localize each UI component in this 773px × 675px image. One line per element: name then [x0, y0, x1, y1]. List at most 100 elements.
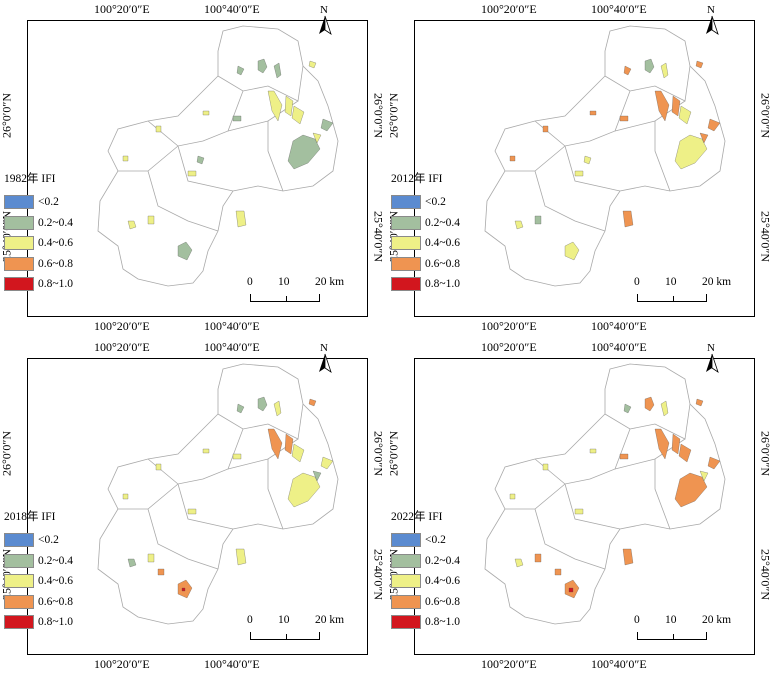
- lon-label-bottom-1: 100°20′0″E: [94, 319, 150, 333]
- forest-patches: [509, 396, 721, 599]
- scale-bar: 0 10 20 km: [634, 276, 744, 304]
- lat-label-right-2: 25°40′0″N: [371, 548, 386, 601]
- legend-label: 0.8~1.0: [38, 278, 73, 291]
- legend-label: <0.2: [38, 196, 59, 209]
- legend-swatch: [391, 533, 421, 548]
- scale-label-10: 10: [278, 614, 290, 626]
- lon-label-top-1: 100°20′0″E: [94, 340, 150, 354]
- lat-label-right-1: 26°0′0″N: [371, 92, 386, 139]
- legend-swatch: [391, 256, 421, 271]
- scale-label-20: 20 km: [315, 276, 345, 288]
- legend-item: 0.4~0.6: [391, 233, 460, 254]
- legend-item: <0.2: [4, 530, 73, 551]
- north-letter: N: [320, 4, 328, 16]
- legend-item: <0.2: [4, 192, 73, 213]
- scale-bar: 0 10 20 km: [247, 276, 357, 304]
- legend-label: 0.8~1.0: [425, 616, 460, 629]
- scale-mid-tick: [286, 296, 287, 302]
- north-arrow-icon: [319, 353, 332, 373]
- legend-label: <0.2: [38, 534, 59, 547]
- legend-item: <0.2: [391, 530, 460, 551]
- map-canvas: [97, 363, 339, 625]
- scale-bar: 0 10 20 km: [247, 614, 357, 642]
- scale-line: [637, 294, 707, 302]
- lon-label-bottom-2: 100°40′0″E: [591, 657, 647, 671]
- lon-label-top-2: 100°40′0″E: [204, 2, 260, 16]
- north-arrow: N: [315, 342, 335, 376]
- legend-label: 0.2~0.4: [425, 554, 460, 567]
- legend-title: 2022年 IFI: [391, 511, 443, 523]
- lat-label-right-2: 25°40′0″N: [758, 548, 773, 601]
- legend-label: 0.2~0.4: [38, 216, 73, 229]
- legend-swatch: [391, 195, 421, 210]
- legend-item: 0.6~0.8: [4, 254, 73, 275]
- lat-label-left-1: 26°0′0″N: [0, 430, 14, 477]
- lat-label-left-1: 26°0′0″N: [386, 430, 401, 477]
- legend-swatch: [391, 277, 421, 292]
- lat-label-left-1: 26°0′0″N: [0, 92, 14, 139]
- legend-item: 0.2~0.4: [391, 213, 460, 234]
- lon-label-top-1: 100°20′0″E: [94, 2, 150, 16]
- legend-item: <0.2: [391, 192, 460, 213]
- legend-item: 0.8~1.0: [4, 612, 73, 633]
- legend-swatch: [4, 574, 34, 589]
- scale-line: [250, 294, 320, 302]
- legend-item: 0.2~0.4: [4, 551, 73, 572]
- map-panel-2018: 100°20′0″E 100°40′0″E 26°0′0″N 25°40′0″N…: [0, 338, 386, 675]
- north-arrow: N: [702, 4, 722, 38]
- lat-label-right-1: 26°0′0″N: [758, 92, 773, 139]
- legend: 2018年 IFI <0.2 0.2~0.4 0.4~0.6 0.6~0.8 0…: [4, 508, 73, 633]
- north-letter: N: [707, 4, 715, 16]
- north-arrow-icon: [706, 353, 719, 373]
- legend: 2012年 IFI <0.2 0.2~0.4 0.4~0.6 0.6~0.8 0…: [391, 170, 460, 295]
- legend-label: 0.8~1.0: [425, 278, 460, 291]
- map-panel-2012: 100°20′0″E 100°40′0″E 26°0′0″N 25°40′0″N…: [387, 0, 773, 337]
- map-frame: [27, 358, 368, 655]
- lat-label-left-1: 26°0′0″N: [386, 92, 401, 139]
- forest-patches: [509, 58, 721, 261]
- map-canvas: [484, 25, 726, 287]
- legend-swatch: [4, 195, 34, 210]
- legend-swatch: [4, 256, 34, 271]
- scale-mid-tick: [286, 634, 287, 640]
- legend-label: 0.6~0.8: [425, 257, 460, 270]
- legend-label: <0.2: [425, 196, 446, 209]
- legend-swatch: [391, 215, 421, 230]
- legend: 1982年 IFI <0.2 0.2~0.4 0.4~0.6 0.6~0.8 0…: [4, 170, 73, 295]
- legend-item: 0.8~1.0: [391, 612, 460, 633]
- legend-swatch: [4, 615, 34, 630]
- scale-label-20: 20 km: [315, 614, 345, 626]
- scale-line: [250, 632, 320, 640]
- north-arrow: N: [702, 342, 722, 376]
- legend-item: 0.6~0.8: [391, 592, 460, 613]
- north-arrow: N: [315, 4, 335, 38]
- legend-item: 0.4~0.6: [391, 571, 460, 592]
- lat-label-right-2: 25°40′0″N: [371, 210, 386, 263]
- lat-label-right-1: 26°0′0″N: [371, 430, 386, 477]
- legend-label: 0.4~0.6: [425, 575, 460, 588]
- lon-label-bottom-1: 100°20′0″E: [481, 319, 537, 333]
- scale-bar: 0 10 20 km: [634, 614, 744, 642]
- scale-label-0: 0: [634, 276, 640, 288]
- legend-title: 2012年 IFI: [391, 173, 443, 185]
- legend-swatch: [4, 553, 34, 568]
- legend-swatch: [391, 594, 421, 609]
- legend-swatch: [4, 533, 34, 548]
- scale-mid-tick: [673, 296, 674, 302]
- lon-label-top-2: 100°40′0″E: [591, 2, 647, 16]
- legend-item: 0.8~1.0: [4, 274, 73, 295]
- scale-label-0: 0: [634, 614, 640, 626]
- scale-label-10: 10: [665, 276, 677, 288]
- legend-swatch: [4, 594, 34, 609]
- scale-label-20: 20 km: [702, 614, 732, 626]
- legend-swatch: [391, 574, 421, 589]
- map-frame: [27, 20, 368, 317]
- legend-label: 0.4~0.6: [38, 237, 73, 250]
- legend-label: 0.4~0.6: [425, 237, 460, 250]
- legend-swatch: [391, 553, 421, 568]
- legend-swatch: [391, 615, 421, 630]
- legend-item: 0.4~0.6: [4, 571, 73, 592]
- lon-label-top-1: 100°20′0″E: [481, 340, 537, 354]
- legend-item: 0.6~0.8: [4, 592, 73, 613]
- map-panel-1982: 100°20′0″E 100°40′0″E 26°0′0″N 25°40′0″N…: [0, 0, 386, 337]
